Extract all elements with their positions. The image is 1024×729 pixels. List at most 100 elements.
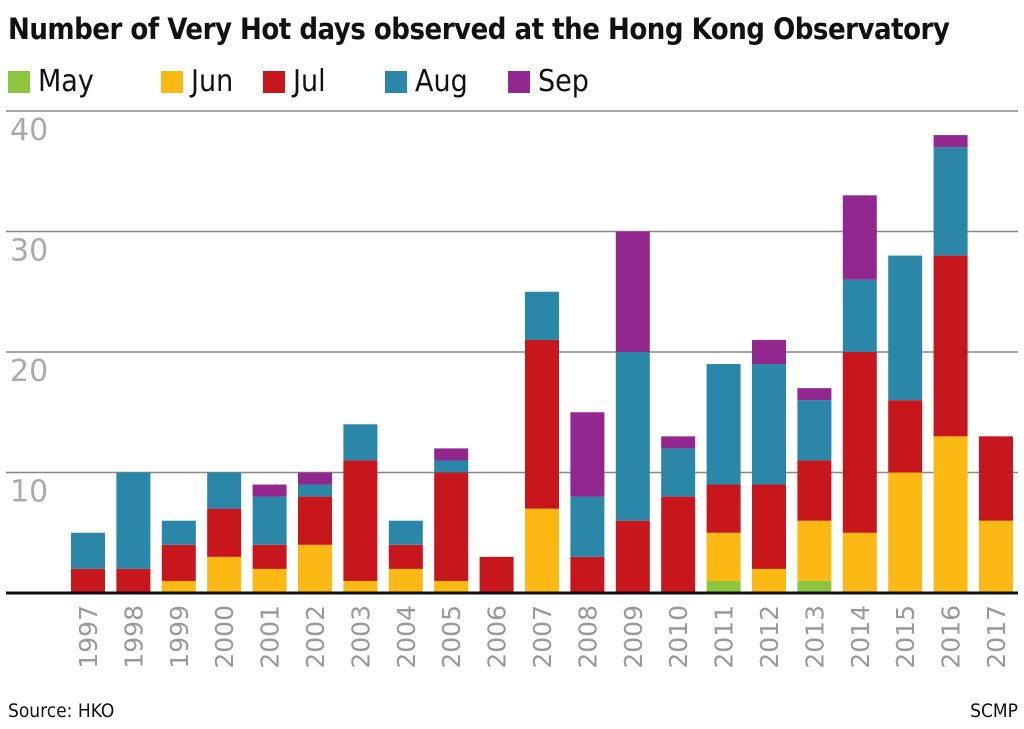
legend-swatch bbox=[385, 70, 407, 93]
x-tick-label: 2011 bbox=[710, 605, 739, 669]
x-tick-label: 2003 bbox=[346, 605, 375, 669]
legend-item-jul: Jul bbox=[263, 64, 326, 99]
bar-2009-aug bbox=[615, 352, 650, 521]
bar-2009-jul bbox=[615, 520, 650, 593]
bar-2016-jul bbox=[933, 255, 968, 437]
bar-2007-jun bbox=[525, 508, 559, 593]
bar-2001-aug bbox=[252, 496, 287, 545]
bar-2002-jun bbox=[298, 544, 332, 593]
bar-2000-jul bbox=[207, 508, 242, 557]
bar-2003-jul bbox=[343, 460, 378, 581]
bar-2008-aug bbox=[570, 496, 605, 557]
legend-item-aug: Aug bbox=[385, 64, 468, 99]
x-tick-label: 2000 bbox=[210, 605, 239, 669]
x-tick-label: 2016 bbox=[937, 605, 966, 669]
x-tick-label: 2007 bbox=[528, 605, 557, 669]
x-tick-label: 2008 bbox=[573, 605, 602, 669]
bar-2004-jun bbox=[388, 568, 423, 593]
bar-2004-aug bbox=[388, 520, 423, 545]
bar-2014-aug bbox=[842, 279, 877, 352]
bar-2013-jul bbox=[797, 460, 832, 521]
credit: SCMP bbox=[970, 700, 1018, 722]
bar-1999-jun bbox=[161, 580, 196, 593]
bar-1997-aug bbox=[71, 532, 105, 569]
bar-2004-jul bbox=[388, 544, 423, 569]
x-tick-label: 2012 bbox=[755, 605, 784, 669]
bar-2011-may bbox=[706, 580, 741, 593]
bar-2011-aug bbox=[706, 364, 741, 485]
bar-2008-sep bbox=[570, 412, 605, 497]
bar-2010-sep bbox=[661, 436, 696, 449]
x-tick-label: 1998 bbox=[119, 605, 148, 669]
bar-2014-jun bbox=[842, 532, 877, 593]
legend-item-sep: Sep bbox=[508, 64, 589, 99]
legend-item-jun: Jun bbox=[161, 64, 233, 99]
x-tick-label: 2013 bbox=[800, 605, 829, 669]
bar-2005-aug bbox=[434, 460, 469, 473]
bar-2006-jul bbox=[479, 556, 514, 593]
bar-2003-jun bbox=[343, 580, 378, 593]
bar-2002-sep bbox=[298, 472, 332, 485]
bar-1998-jul bbox=[116, 568, 151, 593]
bar-2014-jul bbox=[842, 352, 877, 533]
legend-swatch bbox=[161, 70, 183, 93]
bar-2012-jun bbox=[752, 568, 786, 593]
bar-2011-jul bbox=[706, 484, 741, 533]
bar-2013-jun bbox=[797, 520, 832, 581]
x-tick-label: 2001 bbox=[256, 605, 285, 669]
legend-swatch bbox=[263, 70, 285, 93]
bar-2000-aug bbox=[207, 472, 242, 509]
bar-2015-jul bbox=[888, 400, 923, 473]
y-tick-label: 40 bbox=[10, 113, 48, 148]
x-tick-label: 2010 bbox=[664, 605, 693, 669]
legend-swatch bbox=[8, 70, 30, 93]
bar-2007-aug bbox=[525, 291, 559, 340]
y-tick-label: 10 bbox=[10, 475, 48, 510]
bar-2010-aug bbox=[661, 448, 696, 497]
legend-label: Sep bbox=[538, 64, 589, 99]
bar-2016-jun bbox=[933, 436, 968, 593]
bar-2010-jul bbox=[661, 496, 696, 593]
x-tick-label: 2017 bbox=[982, 605, 1011, 669]
bar-1999-jul bbox=[161, 544, 196, 581]
x-tick-label: 2009 bbox=[619, 605, 648, 669]
legend-swatch bbox=[508, 70, 530, 93]
bar-2001-jul bbox=[252, 544, 287, 569]
bar-2002-aug bbox=[298, 484, 332, 497]
x-tick-label: 2015 bbox=[891, 605, 920, 669]
bar-2016-aug bbox=[933, 147, 968, 256]
x-tick-label: 2006 bbox=[483, 605, 512, 669]
bar-2013-may bbox=[797, 580, 832, 593]
bar-2011-jun bbox=[706, 532, 741, 581]
x-tick-label: 1997 bbox=[74, 605, 103, 669]
bar-2015-jun bbox=[888, 472, 923, 593]
x-tick-label: 2002 bbox=[301, 605, 330, 669]
bar-2000-jun bbox=[207, 556, 242, 593]
bar-2013-sep bbox=[797, 388, 832, 401]
bar-2012-aug bbox=[752, 364, 786, 485]
legend-label: Jun bbox=[191, 64, 234, 99]
x-tick-label: 1999 bbox=[165, 605, 194, 669]
legend-label: Jul bbox=[293, 64, 326, 99]
y-tick-label: 30 bbox=[10, 234, 48, 269]
bar-2015-aug bbox=[888, 255, 923, 401]
bar-2013-aug bbox=[797, 400, 832, 461]
bar-2001-sep bbox=[252, 484, 287, 497]
chart-title: Number of Very Hot days observed at the … bbox=[8, 12, 950, 46]
bar-2012-jul bbox=[752, 484, 786, 569]
bar-2008-jul bbox=[570, 556, 605, 593]
x-tick-label: 2004 bbox=[392, 605, 421, 669]
bar-2007-jul bbox=[525, 339, 559, 509]
bar-1998-aug bbox=[116, 472, 151, 569]
legend-label: Aug bbox=[415, 64, 468, 99]
bar-2016-sep bbox=[933, 135, 968, 148]
legend-label: May bbox=[38, 64, 94, 99]
bar-2001-jun bbox=[252, 568, 287, 593]
x-tick-label: 2014 bbox=[846, 605, 875, 669]
legend-item-may: May bbox=[8, 64, 94, 99]
bar-1997-jul bbox=[71, 568, 105, 593]
bar-2012-sep bbox=[752, 339, 786, 365]
bar-1999-aug bbox=[161, 520, 196, 545]
bar-2002-jul bbox=[298, 496, 332, 545]
